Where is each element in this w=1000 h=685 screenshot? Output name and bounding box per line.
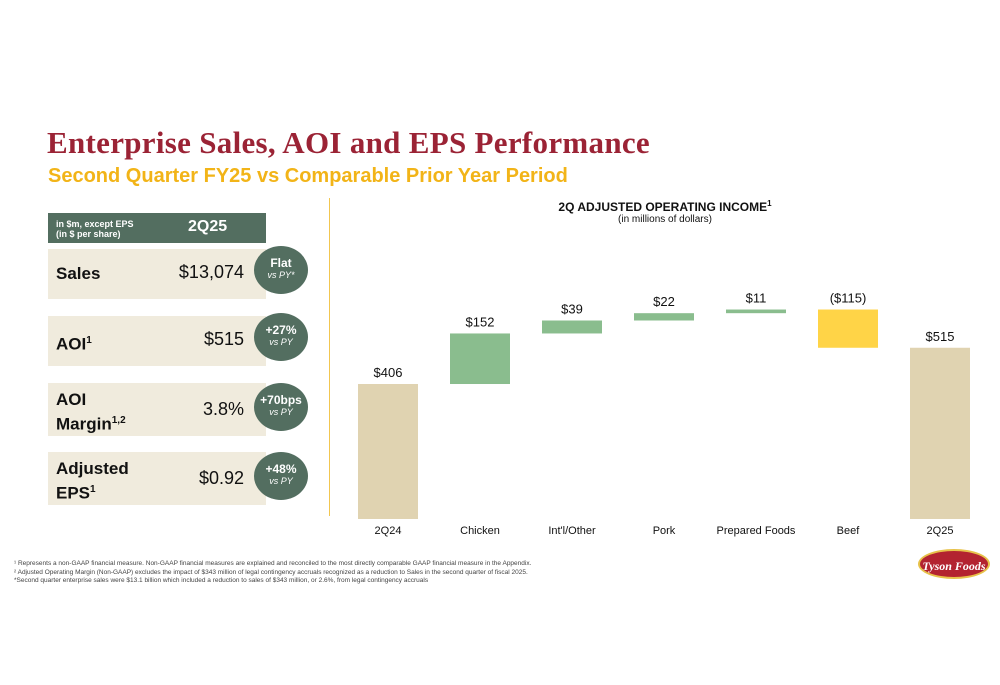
x-tick-label: Chicken	[460, 525, 500, 537]
bar-prepared-foods	[726, 309, 786, 314]
data-label: $152	[466, 314, 495, 329]
metric-row-aoi-margin: AOI Margin1,2 3.8%	[48, 383, 266, 436]
x-tick-label: Pork	[653, 525, 676, 537]
bar-beef	[818, 309, 878, 348]
section-divider	[329, 198, 330, 516]
metric-row-adjusted-eps: Adjusted EPS1 $0.92	[48, 452, 266, 505]
chart-title: 2Q ADJUSTED OPERATING INCOME1	[558, 199, 772, 214]
data-label: $22	[653, 294, 675, 309]
data-label: $11	[746, 291, 767, 306]
eps-change-badge: +48% vs PY	[254, 452, 308, 500]
x-tick-label: 2Q24	[375, 525, 402, 537]
metric-value-sales: $13,074	[178, 262, 244, 282]
footnote-3: *Second quarter enterprise sales were $1…	[14, 577, 429, 584]
data-label: ($115)	[830, 291, 867, 306]
data-label: $39	[561, 301, 583, 316]
aoi-change-badge: +27% vs PY	[254, 313, 308, 361]
sales-change-badge: Flat vs PY*	[254, 246, 308, 294]
footnote-2: ² Adjusted Operating Margin (Non-GAAP) e…	[14, 568, 528, 576]
metric-label-aoi-margin: AOI Margin1,2	[56, 390, 126, 434]
metric-value-adjusted-eps: $0.92	[198, 468, 244, 488]
aoi-margin-change-badge: +70bps vs PY	[254, 383, 308, 431]
bar-int-l-other	[542, 320, 602, 334]
chart-subtitle: (in millions of dollars)	[618, 214, 712, 225]
x-tick-label: 2Q25	[927, 525, 954, 537]
data-label: $406	[374, 365, 403, 380]
metric-row-aoi: AOI1 $515	[48, 316, 266, 366]
x-tick-label: Beef	[837, 525, 861, 537]
bar-2q24	[358, 384, 418, 519]
aoi-waterfall-chart: $406 2Q24 $152 Chicken $39 Int'l/Other $22 Pork…	[358, 291, 970, 537]
metric-label-adjusted-eps: Adjusted EPS1	[56, 459, 129, 503]
units-note-line2: (in $ per share)	[56, 229, 121, 239]
page-subtitle: Second Quarter FY25 vs Comparable Prior …	[48, 165, 568, 187]
units-note-line1: in $m, except EPS	[56, 219, 134, 229]
bar-pork	[634, 313, 694, 321]
column-header-2q25: 2Q25	[188, 218, 228, 235]
bar-2q25	[910, 347, 970, 519]
data-label: $515	[926, 329, 955, 344]
bar-chicken	[450, 333, 510, 385]
tyson-foods-logo: Tyson Foods	[918, 549, 990, 579]
footnotes: ¹ Represents a non-GAAP financial measur…	[14, 560, 531, 586]
footnote-1: ¹ Represents a non-GAAP financial measur…	[14, 560, 532, 567]
metric-value-aoi-margin: 3.8%	[202, 399, 244, 419]
metric-label-aoi: AOI1	[56, 334, 92, 354]
metric-value-aoi: $515	[203, 329, 244, 349]
metric-label-sales: Sales	[56, 264, 101, 283]
page-title: Enterprise Sales, AOI and EPS Performanc…	[47, 125, 650, 160]
metrics-table-header: in $m, except EPS (in $ per share) 2Q25	[48, 213, 266, 243]
x-tick-label: Int'l/Other	[548, 525, 596, 537]
x-tick-label: Prepared Foods	[717, 525, 796, 537]
units-note: in $m, except EPS (in $ per share)	[56, 219, 134, 239]
metric-row-sales: Sales $13,074	[48, 249, 266, 299]
